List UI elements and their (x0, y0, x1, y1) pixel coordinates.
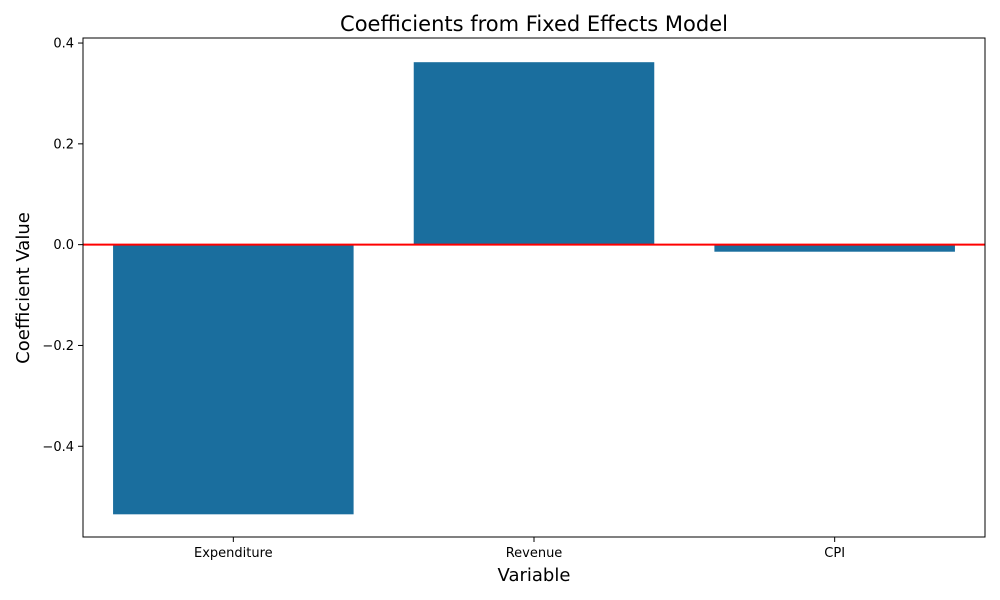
x-tick-label: CPI (824, 546, 845, 561)
plot-frame (82, 37, 986, 538)
bars-group (113, 62, 955, 515)
bar-expenditure (113, 244, 354, 515)
y-tick-label: 0.2 (53, 137, 74, 152)
x-tick-label: Revenue (506, 546, 563, 561)
bar-cpi (714, 244, 955, 252)
chart-title: Coefficients from Fixed Effects Model (340, 12, 728, 36)
y-axis-label: Coefficient Value (13, 212, 34, 364)
bar-revenue (413, 62, 655, 245)
y-tick-label: 0.4 (53, 37, 74, 52)
x-axis-label: Variable (498, 565, 571, 586)
y-tick-label: 0.0 (53, 238, 74, 253)
y-axis-ticks: −0.4 −0.2 0.0 0.2 0.4 (42, 37, 83, 455)
y-tick-label: −0.2 (42, 339, 74, 354)
x-axis-ticks: Expenditure Revenue CPI (194, 537, 845, 561)
y-tick-label: −0.4 (42, 440, 74, 455)
x-tick-label: Expenditure (194, 546, 273, 561)
